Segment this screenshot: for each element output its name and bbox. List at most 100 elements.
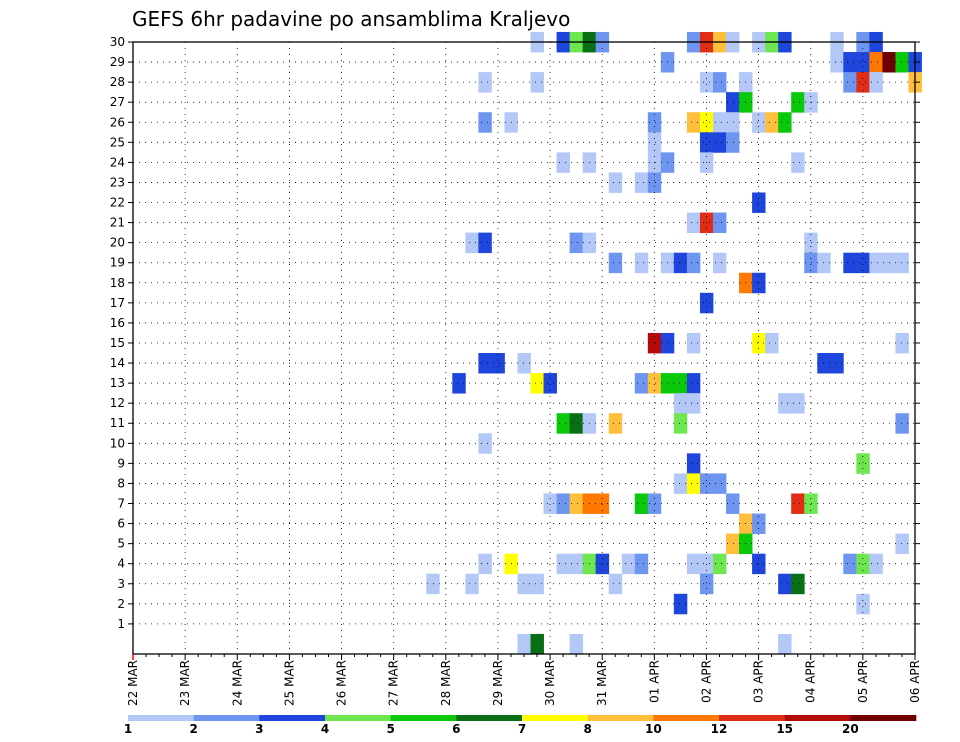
precip-cell [556,413,571,434]
precip-cell [752,553,766,575]
precip-cell [765,332,779,354]
precip-cell [556,493,571,514]
precip-cell [634,553,649,575]
y-tick-label: 21 [110,216,125,230]
precip-cell [530,72,544,93]
legend-label: 6 [452,722,460,736]
legend-swatch [456,715,523,721]
precip-cell [647,373,662,394]
legend-label: 12 [711,722,728,736]
precip-cell [778,393,792,414]
precip-cell [712,72,727,93]
plot-area [133,42,915,654]
x-tick-label: 28 MAR [439,660,453,706]
precip-cell [517,353,531,374]
precip-cell [530,373,544,394]
precip-cell [869,252,883,274]
y-tick-label: 7 [117,497,125,511]
x-tick-label: 24 MAR [230,660,244,706]
precip-cell [465,232,479,254]
legend-swatch [390,715,457,721]
precip-cell [843,252,857,274]
legend-label: 8 [583,722,591,736]
y-tick-label: 19 [110,256,125,270]
precip-cell [856,553,870,575]
precip-cell [778,112,792,133]
precip-cell [608,413,623,434]
precip-cell [478,232,492,254]
precip-cell [752,112,766,133]
y-tick-label: 22 [110,196,125,210]
precip-cell [856,72,870,93]
precip-cell [791,92,805,113]
legend-swatch [325,715,391,721]
precip-cell [869,72,883,93]
precip-cell [634,493,649,514]
precip-cell [647,332,662,354]
legend-swatch [653,715,720,721]
y-tick-label: 9 [117,456,125,470]
precip-cell [752,332,766,354]
precip-cell [673,252,688,274]
legend-label: 4 [321,722,329,736]
precip-cell [686,393,701,414]
precip-cell [478,72,492,93]
precip-cell [830,353,844,374]
y-tick-label: 5 [117,537,125,551]
precip-cell [699,112,714,133]
legend-swatch [193,715,260,721]
precip-cell [569,493,584,514]
precip-cell [699,72,714,93]
precip-cell [856,593,870,615]
x-tick-label: 05 APR [856,660,870,703]
precip-cell [726,132,740,153]
y-tick-label: 27 [110,95,125,109]
precip-cell [804,252,818,274]
y-tick-label: 10 [110,436,125,450]
precip-cell [491,353,505,374]
y-tick-label: 17 [110,296,125,310]
y-tick-label: 13 [110,376,125,390]
precip-cell [712,252,727,274]
precip-cell [569,553,584,575]
precip-cell [869,553,883,575]
precip-cell [856,453,870,474]
precip-cell [686,553,701,575]
precip-cell [647,493,662,514]
precip-cell [712,473,727,494]
precip-cell [595,553,610,575]
precip-cell [686,252,701,274]
precip-cell [686,332,701,354]
color-legend: 1 2 3 4 5 6 7 8 10 12 15 20 [124,715,917,736]
precip-cell [791,573,805,595]
legend-label: 10 [645,722,662,736]
precip-cell [569,413,584,434]
precip-cell [712,132,727,153]
x-tick-label: 22 MAR [126,660,140,706]
precip-cell [673,413,688,434]
x-tick-label: 29 MAR [491,660,505,706]
y-tick-label: 23 [110,175,125,189]
y-tick-label: 30 [110,35,125,49]
y-tick-label: 28 [110,75,125,89]
precip-cell [517,633,531,655]
plot-background [133,42,915,654]
x-tick-label: 27 MAR [387,660,401,706]
ensemble-cells [426,31,922,655]
precip-cell [686,212,701,234]
legend-swatch [587,715,654,721]
y-tick-label: 12 [110,396,125,410]
x-tick-label: 02 APR [699,660,713,703]
precip-cell [478,353,492,374]
chart-title: GEFS 6hr padavine po ansamblima Kraljevo [132,7,570,31]
precip-cell [869,52,883,73]
legend-label: 1 [124,722,132,736]
precip-cell [778,633,792,655]
x-axis-ticks: 22 MAR 23 MAR 24 MAR 25 MAR 26 MAR 27 MAR 28 M… [126,654,922,706]
legend-swatch [719,715,785,721]
precip-cell [856,52,870,73]
precip-cell [804,493,818,514]
precip-cell [712,112,727,133]
precip-cell [465,573,479,595]
precip-cell [530,573,544,595]
